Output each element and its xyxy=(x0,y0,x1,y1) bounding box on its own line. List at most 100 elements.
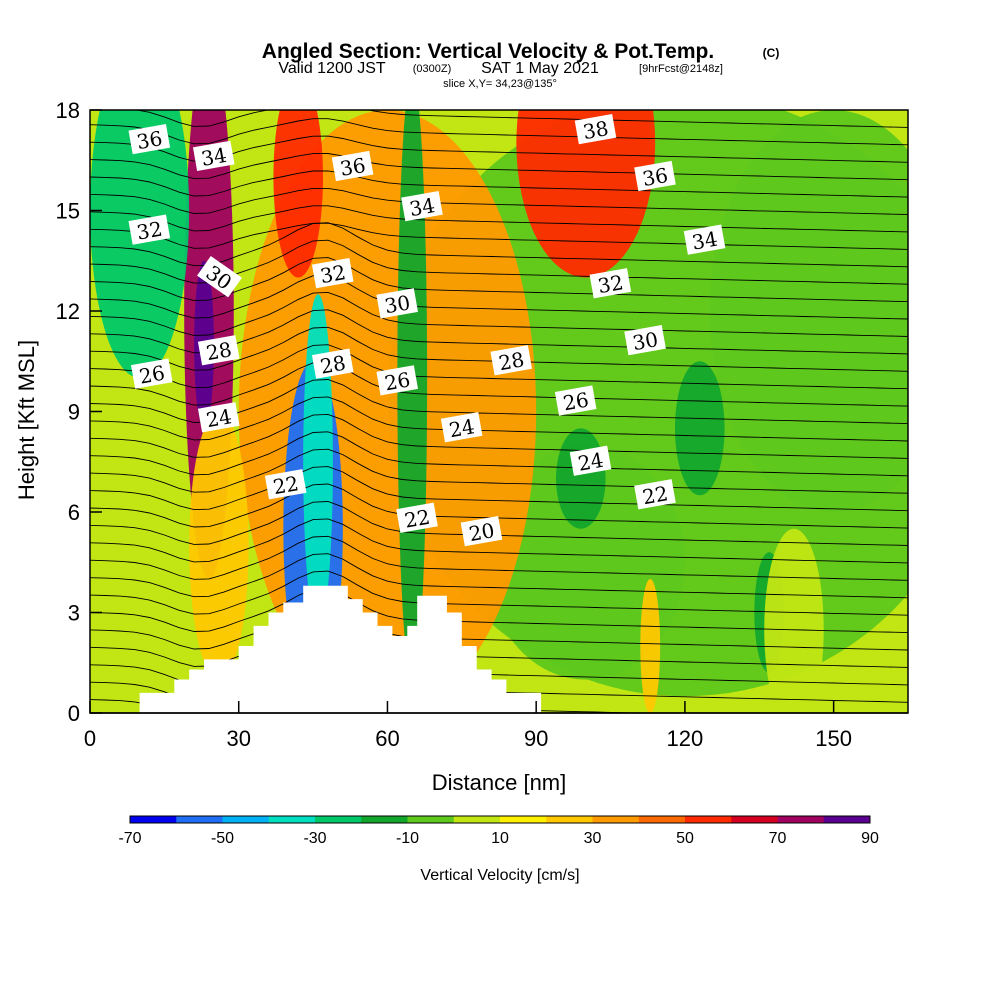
isentrope-label-text: 32 xyxy=(596,270,625,298)
y-tick-label: 0 xyxy=(68,701,80,726)
isentrope-label: 26 xyxy=(376,365,418,396)
colorbar-swatch xyxy=(176,816,223,823)
y-tick-label: 3 xyxy=(68,601,80,626)
colorbar-swatch xyxy=(592,816,640,823)
isentrope-line xyxy=(90,222,908,250)
velocity-cell xyxy=(273,110,323,278)
colorbar-swatch xyxy=(130,816,177,823)
valid-time: Valid 1200 JST xyxy=(278,60,386,77)
isentrope-label-text: 30 xyxy=(383,290,412,318)
isentrope-line xyxy=(90,605,908,651)
isentrope-label: 32 xyxy=(589,268,632,299)
isentrope-line xyxy=(90,274,908,320)
isentrope-label-box xyxy=(589,268,632,299)
isentrope-label: 38 xyxy=(574,113,617,145)
colorbar-swatch xyxy=(361,816,408,823)
isentrope-label-text: 32 xyxy=(135,217,164,245)
isentrope-label-box xyxy=(197,335,240,366)
isentrope-label: 30 xyxy=(376,288,418,319)
isentrope-label-box xyxy=(624,325,666,356)
isentrope-line xyxy=(133,110,908,128)
isentrope-label-box xyxy=(401,191,443,222)
isentrope-label-text: 36 xyxy=(641,163,670,191)
isentrope-line xyxy=(90,553,908,599)
isentrope-line xyxy=(90,222,908,268)
x-tick-label: 120 xyxy=(667,726,704,751)
y-tick-label: 12 xyxy=(56,299,80,324)
isentrope-line xyxy=(90,344,908,390)
isentrope-line xyxy=(90,396,908,442)
valid-date: SAT 1 May 2021 xyxy=(481,60,599,77)
isentrope-label-box xyxy=(197,402,240,433)
colorbar-swatch xyxy=(685,816,732,823)
isentrope-label-box xyxy=(311,258,354,289)
colorbar-swatch xyxy=(500,816,547,823)
isentrope-label-text: 26 xyxy=(137,361,166,389)
isentrope-label-box xyxy=(440,412,483,443)
isentrope-label-box xyxy=(460,515,503,547)
colorbar-tick-label: 90 xyxy=(861,830,879,847)
y-tick-label: 18 xyxy=(56,98,80,123)
isentrope-line xyxy=(90,448,908,494)
colorbar-tick-label: -10 xyxy=(396,830,419,847)
isentrope-label-box xyxy=(554,385,597,416)
velocity-cell xyxy=(516,110,656,278)
isentrope-label-box xyxy=(683,224,726,255)
slice-info: slice X,Y= 34,23@135° xyxy=(443,78,557,90)
isentrope-line xyxy=(90,518,908,564)
isentrope-label-text: 34 xyxy=(199,143,228,171)
velocity-cell xyxy=(189,411,249,680)
isentrope-line xyxy=(90,413,908,459)
isentrope-line xyxy=(90,431,908,477)
isentrope-label: 32 xyxy=(311,258,354,289)
terrain-profile xyxy=(90,585,542,713)
colorbar-swatch xyxy=(731,816,778,823)
chart-title: Angled Section: Vertical Velocity & Pot.… xyxy=(262,40,714,63)
isentrope-label-text: 28 xyxy=(497,347,526,375)
isentrope-label: 26 xyxy=(131,358,173,389)
isentrope-label: 24 xyxy=(197,402,240,433)
isentrope-label-text: 24 xyxy=(576,448,605,476)
isentrope-label-text: 32 xyxy=(318,260,347,288)
isentrope-lines xyxy=(90,110,908,713)
isentrope-label: 34 xyxy=(192,140,235,172)
isentrope-label-text: 26 xyxy=(561,387,590,415)
isentrope-label: 28 xyxy=(311,348,354,379)
isentrope-line xyxy=(90,170,908,198)
isentrope-label-box xyxy=(192,140,235,172)
isentrope-label-text: 20 xyxy=(467,518,496,546)
x-tick-label: 30 xyxy=(226,726,250,751)
velocity-cell xyxy=(556,428,606,529)
isentrope-label-text: 28 xyxy=(318,351,347,379)
isentrope-label-text: 22 xyxy=(403,505,432,533)
colorbar-frame xyxy=(129,815,871,824)
isentrope-label: 26 xyxy=(554,385,597,416)
isentrope-line xyxy=(90,588,908,634)
y-tick-label: 9 xyxy=(68,400,80,425)
isentrope-label-text: 30 xyxy=(631,327,660,355)
isentrope-label-box xyxy=(376,365,418,396)
colorbar-tick-label: 70 xyxy=(769,830,787,847)
colorbar-tick-label: -70 xyxy=(118,830,141,847)
isentrope-line xyxy=(90,118,908,146)
colorbar-tick-label: -30 xyxy=(303,830,326,847)
isentrope-label-text: 24 xyxy=(204,404,233,432)
isentrope-label: 24 xyxy=(440,412,483,443)
isentrope-label: 34 xyxy=(683,224,726,255)
isentrope-label-box xyxy=(264,469,307,500)
colorbar-swatch xyxy=(638,816,686,823)
y-tick-label: 15 xyxy=(56,199,80,224)
colorbar-tick-label: -50 xyxy=(211,830,234,847)
valid-utc: (0300Z) xyxy=(413,63,452,75)
isentrope-label: 36 xyxy=(128,124,171,155)
isentrope-label-box xyxy=(197,255,242,298)
colorbar-swatch xyxy=(407,816,455,823)
x-tick-label: 90 xyxy=(524,726,548,751)
isentrope-line xyxy=(90,205,908,233)
isentrope-label: 32 xyxy=(128,214,171,245)
isentrope-label-box xyxy=(490,345,533,376)
isentrope-label: 36 xyxy=(331,150,374,182)
isentrope-label-box xyxy=(331,150,374,182)
isentrope-label-text: 22 xyxy=(271,471,300,499)
colorbar-swatch xyxy=(823,816,871,823)
